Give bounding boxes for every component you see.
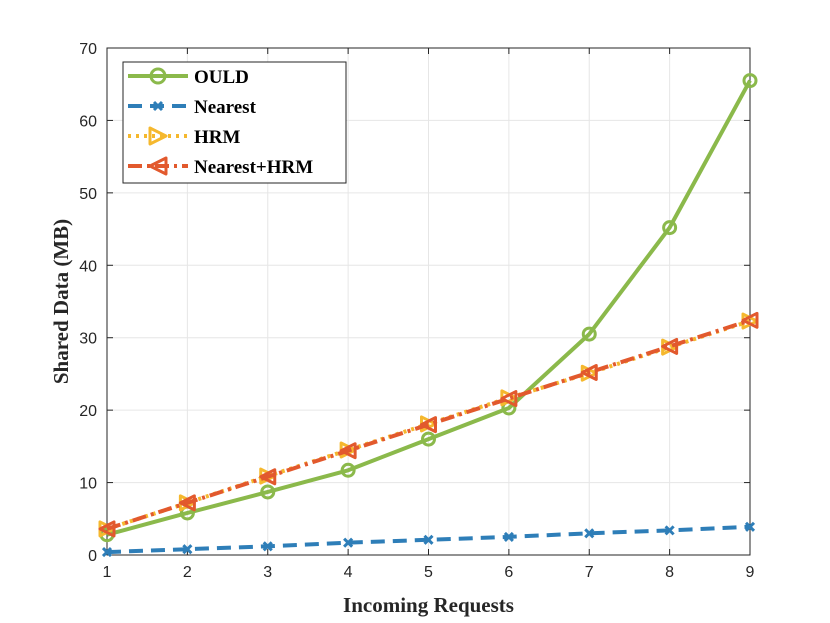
legend-label-hrm: HRM xyxy=(194,127,241,148)
x-axis-label: Incoming Requests xyxy=(343,593,514,617)
x-tick-label: 8 xyxy=(665,564,674,581)
x-tick-label: 2 xyxy=(183,564,192,581)
data-point-nearest-hrm xyxy=(178,494,196,512)
data-point-nearest xyxy=(343,537,354,548)
data-point-nearest-hrm xyxy=(339,442,357,460)
y-tick-label: 10 xyxy=(79,476,97,493)
legend-label-nearest: Nearest xyxy=(194,97,257,118)
series-line-nearest-hrm xyxy=(106,318,751,531)
x-tick-label: 3 xyxy=(263,564,272,581)
legend-marker-ould xyxy=(149,67,167,85)
y-tick-label: 20 xyxy=(79,403,97,420)
data-point-ould xyxy=(662,220,678,236)
data-point-nearest xyxy=(584,528,595,539)
legend-marker-nearest-hrm xyxy=(148,156,168,176)
data-point-nearest-hrm xyxy=(741,311,759,329)
x-tick-label: 5 xyxy=(424,564,433,581)
data-point-ould xyxy=(340,462,356,478)
data-point-ould xyxy=(581,326,597,342)
data-point-nearest-hrm xyxy=(98,520,116,538)
x-tick-label: 1 xyxy=(103,564,112,581)
axis-ticks: 1 2 3 4 5 6 7 8 9 0 10 20 30 40 50 60 70 xyxy=(79,41,754,581)
x-tick-label: 7 xyxy=(585,564,594,581)
data-point-nearest-hrm xyxy=(500,390,518,408)
y-tick-label: 50 xyxy=(79,186,97,203)
legend-label-ould: OULD xyxy=(194,67,249,88)
data-point-nearest xyxy=(503,531,514,542)
series-line-ould xyxy=(106,79,752,537)
x-tick-label: 9 xyxy=(746,564,755,581)
data-point-nearest xyxy=(182,544,193,555)
x-tick-label: 4 xyxy=(344,564,353,581)
data-point-nearest xyxy=(664,525,675,536)
legend: OULD Nearest HRM Nearest+HRM xyxy=(122,61,347,184)
x-tick-label: 6 xyxy=(504,564,513,581)
series-group xyxy=(98,73,759,558)
y-axis-label: Shared Data (MB) xyxy=(49,219,73,384)
data-point-nearest-hrm xyxy=(580,363,598,381)
data-point-ould xyxy=(260,484,276,500)
y-tick-label: 0 xyxy=(88,548,97,565)
data-point-nearest-hrm xyxy=(420,416,437,434)
data-point-ould xyxy=(742,73,758,89)
data-point-nearest xyxy=(744,521,756,532)
data-point-nearest-hrm xyxy=(259,468,277,486)
y-tick-label: 30 xyxy=(79,331,97,348)
legend-marker-nearest xyxy=(152,100,164,112)
y-tick-label: 60 xyxy=(79,113,97,130)
y-tick-label: 40 xyxy=(79,258,97,275)
data-point-nearest xyxy=(423,534,434,545)
legend-marker-hrm xyxy=(148,126,168,146)
legend-label-nearest-hrm: Nearest+HRM xyxy=(194,157,313,178)
data-point-nearest xyxy=(262,541,273,552)
y-tick-label: 70 xyxy=(79,41,97,58)
data-point-nearest-hrm xyxy=(661,337,679,355)
data-point-ould xyxy=(421,431,436,447)
data-point-nearest xyxy=(101,547,113,558)
